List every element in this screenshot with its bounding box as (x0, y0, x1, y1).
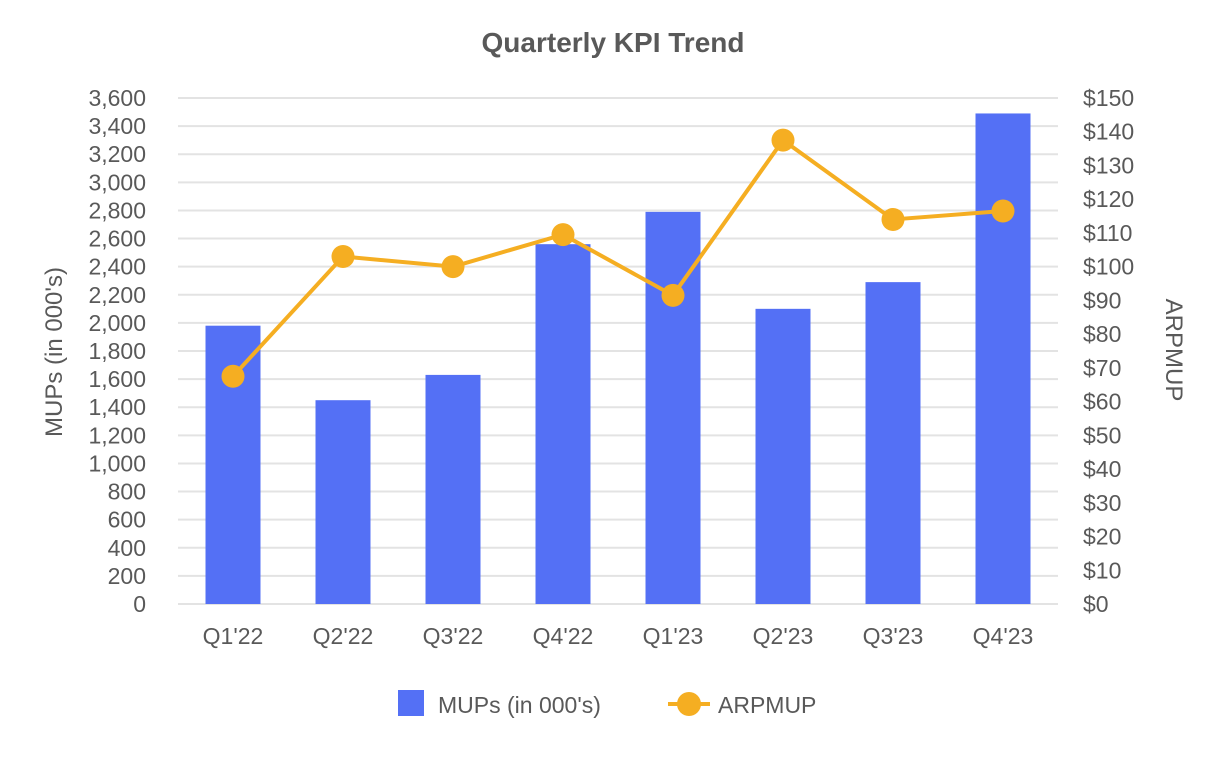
right-tick-label: $100 (1083, 254, 1134, 280)
bar-series-mups (205, 113, 1031, 604)
legend-swatch-mups (398, 690, 424, 716)
left-tick-label: 0 (133, 591, 146, 617)
right-tick-label: $70 (1083, 355, 1121, 381)
x-tick-label: Q4'23 (973, 623, 1034, 649)
right-tick-label: $90 (1083, 287, 1121, 313)
point-arpmup (771, 128, 795, 152)
right-tick-label: $150 (1083, 85, 1134, 111)
right-tick-label: $20 (1083, 524, 1121, 550)
bar-mups (535, 244, 591, 604)
left-tick-label: 2,800 (88, 197, 146, 223)
point-arpmup (991, 199, 1015, 223)
left-axis-title: MUPs (in 000's) (41, 267, 68, 437)
right-tick-label: $40 (1083, 456, 1121, 482)
left-tick-label: 200 (108, 563, 146, 589)
x-tick-label: Q4'22 (533, 623, 594, 649)
right-tick-label: $50 (1083, 422, 1121, 448)
x-tick-label: Q2'23 (753, 623, 814, 649)
point-arpmup (551, 223, 575, 247)
point-arpmup (221, 364, 245, 388)
right-axis-title: ARPMUP (1160, 299, 1187, 402)
legend-label-mups: MUPs (in 000's) (438, 692, 601, 718)
line-series-arpmup (221, 128, 1015, 388)
left-tick-label: 1,800 (88, 338, 146, 364)
bar-mups (865, 282, 921, 604)
chart-title: Quarterly KPI Trend (482, 27, 745, 58)
bar-mups (645, 211, 701, 604)
point-arpmup (331, 245, 355, 269)
bar-mups (755, 308, 811, 604)
x-tick-label: Q2'22 (313, 623, 374, 649)
bar-mups (425, 374, 481, 604)
gridlines (178, 97, 1058, 605)
left-tick-label: 800 (108, 479, 146, 505)
right-tick-label: $80 (1083, 321, 1121, 347)
left-tick-label: 1,600 (88, 366, 146, 392)
left-tick-label: 3,000 (88, 169, 146, 195)
right-tick-label: $60 (1083, 389, 1121, 415)
bar-mups (315, 400, 371, 604)
right-tick-label: $30 (1083, 490, 1121, 516)
point-arpmup (661, 283, 685, 307)
bar-mups (975, 113, 1031, 604)
point-arpmup (441, 255, 465, 279)
left-tick-label: 3,400 (88, 113, 146, 139)
x-tick-label: Q1'23 (643, 623, 704, 649)
legend-label-arpmup: ARPMUP (718, 692, 816, 718)
left-tick-label: 400 (108, 535, 146, 561)
left-tick-label: 1,400 (88, 394, 146, 420)
left-tick-label: 2,000 (88, 310, 146, 336)
point-arpmup (881, 207, 905, 231)
left-tick-label: 1,000 (88, 450, 146, 476)
right-tick-label: $0 (1083, 591, 1109, 617)
left-tick-label: 2,200 (88, 282, 146, 308)
right-axis-ticks: $0 $10 $20 $30 $40 $50 $60 $70 $80 $90 $100 $110 $12… (1083, 85, 1134, 617)
x-axis-ticks: Q1'22 Q2'22 Q3'22 Q4'22 Q1'23 Q2'23 Q3'23 Q4'23 (203, 623, 1034, 649)
right-tick-label: $120 (1083, 186, 1134, 212)
x-tick-label: Q3'23 (863, 623, 924, 649)
left-tick-label: 2,600 (88, 226, 146, 252)
right-tick-label: $110 (1083, 220, 1132, 246)
right-tick-label: $10 (1083, 557, 1121, 583)
right-tick-label: $130 (1083, 152, 1134, 178)
left-tick-label: 2,400 (88, 254, 146, 280)
left-tick-label: 3,200 (88, 141, 146, 167)
left-axis-ticks: 02004006008001,0001,2001,4001,6001,8002,… (88, 85, 146, 617)
right-tick-label: $140 (1083, 119, 1134, 145)
x-tick-label: Q3'22 (423, 623, 484, 649)
legend: MUPs (in 000's) ARPMUP (398, 690, 816, 718)
x-tick-label: Q1'22 (203, 623, 264, 649)
left-tick-label: 1,200 (88, 422, 146, 448)
line-arpmup (231, 138, 1004, 378)
legend-swatch-arpmup-marker (677, 692, 701, 716)
left-tick-label: 3,600 (88, 85, 146, 111)
left-tick-label: 600 (108, 507, 146, 533)
